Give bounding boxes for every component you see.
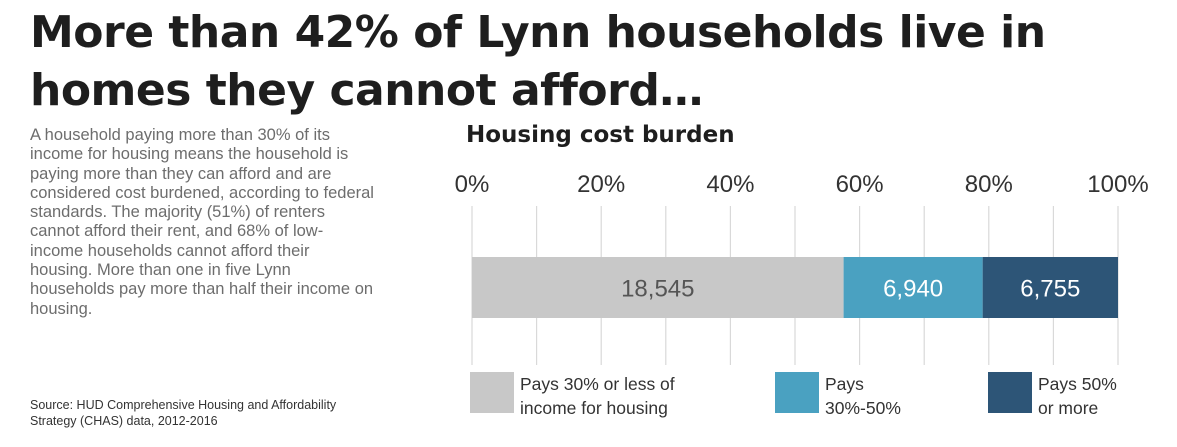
legend-label-line: 30%-50% xyxy=(825,398,901,418)
legend-label-line: income for housing xyxy=(520,398,668,418)
legend-label-line: Pays 30% or less of xyxy=(520,374,675,394)
legend-swatch-30-or-less xyxy=(470,372,514,413)
description-paragraph: A household paying more than 30% of its … xyxy=(30,126,374,318)
x-tick-label: 60% xyxy=(836,171,884,198)
bar-value-label: 18,545 xyxy=(621,276,694,303)
legend-label-30-or-less: Pays 30% or less of income for housing xyxy=(520,372,700,420)
bar-value-label: 6,755 xyxy=(1020,276,1080,303)
legend-label-50-or-more: Pays 50% or more xyxy=(1038,372,1177,420)
bar-segment xyxy=(843,257,983,318)
legend-label-line: Pays 50% xyxy=(1038,374,1117,394)
page-headline: More than 42% of Lynn households live in… xyxy=(30,7,1046,116)
bar-segment xyxy=(472,257,844,318)
legend-swatch-30-50 xyxy=(775,372,819,413)
bar-segment xyxy=(982,257,1118,318)
x-tick-label: 100% xyxy=(1087,171,1148,198)
bar-segments xyxy=(472,257,1118,318)
source-note: Source: HUD Comprehensive Housing and Af… xyxy=(30,398,337,428)
legend-label-line: or more xyxy=(1038,398,1099,418)
legend-label-30-50: Pays 30%-50% xyxy=(825,372,1005,420)
x-tick-label: 40% xyxy=(706,171,754,198)
x-tick-label: 20% xyxy=(577,171,625,198)
x-tick-label: 80% xyxy=(965,171,1013,198)
legend-label-line: Pays xyxy=(825,374,864,394)
legend-swatch-50-or-more xyxy=(988,372,1032,413)
bar-data-labels: 18,545 6,940 6,755 xyxy=(621,276,1080,303)
x-tick-label: 0% xyxy=(455,171,490,198)
chart-title: Housing cost burden xyxy=(466,122,735,148)
x-axis-tick-labels: 0% 20% 40% 60% 80% 100% xyxy=(455,171,1149,198)
bar-value-label: 6,940 xyxy=(883,276,943,303)
